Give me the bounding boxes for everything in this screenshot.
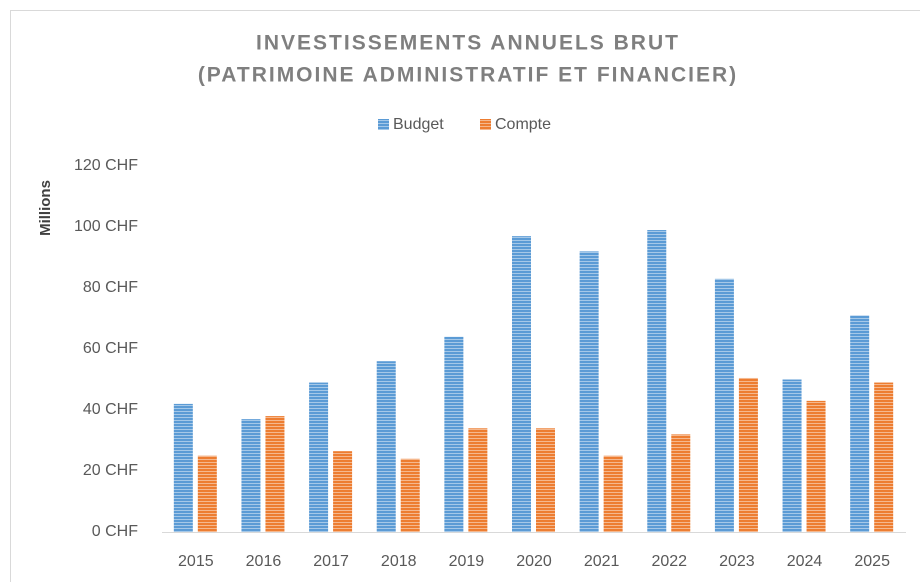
bar xyxy=(444,336,464,532)
bar xyxy=(738,377,758,532)
x-tick-label: 2022 xyxy=(651,553,687,570)
bar xyxy=(309,382,329,532)
x-tick-label: 2018 xyxy=(381,553,417,570)
y-tick-label: 40 CHF xyxy=(83,401,138,418)
legend-label: Compte xyxy=(495,116,551,133)
bar xyxy=(850,315,870,532)
x-tick-label: 2016 xyxy=(246,553,282,570)
chart-title: INVESTISSEMENTS ANNUELS BRUT xyxy=(256,32,680,55)
bar xyxy=(647,230,667,533)
bar xyxy=(265,416,285,532)
y-tick-label: 100 CHF xyxy=(74,218,138,235)
x-tick-label: 2015 xyxy=(178,553,214,570)
x-tick-label: 2021 xyxy=(584,553,620,570)
bar xyxy=(400,458,420,532)
bar xyxy=(512,236,531,532)
bar xyxy=(536,428,555,532)
bar xyxy=(603,455,623,532)
x-tick-label: 2024 xyxy=(787,553,823,570)
y-tick-label: 0 CHF xyxy=(92,523,138,540)
y-tick-label: 60 CHF xyxy=(83,340,138,357)
bar xyxy=(714,278,734,532)
y-tick-label: 80 CHF xyxy=(83,279,138,296)
bar xyxy=(671,434,691,532)
legend-label: Budget xyxy=(393,116,444,133)
legend-swatch xyxy=(378,119,389,130)
bar xyxy=(468,428,488,532)
y-axis-label: Millions xyxy=(37,180,54,236)
y-tick-label: 120 CHF xyxy=(74,157,138,174)
x-tick-label: 2019 xyxy=(449,553,485,570)
legend-swatch xyxy=(480,119,491,130)
bar xyxy=(173,403,193,532)
bar xyxy=(241,419,261,532)
y-tick-label: 20 CHF xyxy=(83,462,138,479)
bar xyxy=(333,451,353,532)
bar xyxy=(806,400,826,532)
bar xyxy=(197,455,217,532)
x-tick-label: 2025 xyxy=(854,553,890,570)
chart-frame xyxy=(10,10,920,582)
bar xyxy=(376,361,396,532)
bar xyxy=(874,382,894,532)
bar xyxy=(782,379,802,532)
x-tick-label: 2017 xyxy=(313,553,349,570)
x-tick-label: 2023 xyxy=(719,553,755,570)
bar xyxy=(579,251,599,532)
x-tick-label: 2020 xyxy=(516,553,552,570)
chart-title: (PATRIMOINE ADMINISTRATIF ET FINANCIER) xyxy=(198,64,738,87)
